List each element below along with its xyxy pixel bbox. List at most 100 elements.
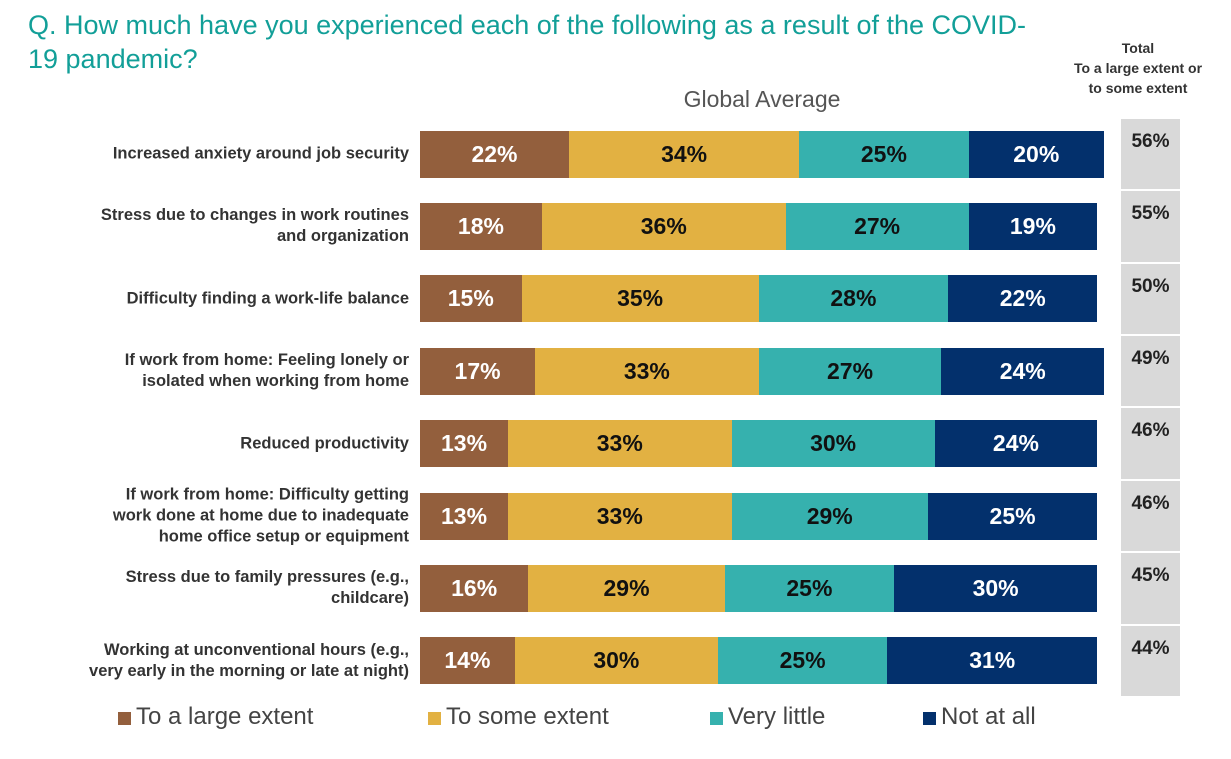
total-label: 55% [1131,203,1170,225]
total-label: 44% [1131,637,1170,659]
bar-segment: 30% [894,564,1098,612]
legend-label: To a large extent [136,703,314,730]
value-label: 14% [444,647,491,674]
value-label: 16% [451,574,498,601]
value-label: 18% [457,212,504,239]
bar-segment: 19% [968,202,1098,250]
legend-swatch [118,712,131,725]
bar-segment: 25% [724,564,895,612]
value-label: 30% [810,430,857,457]
bar-segment: 30% [514,637,718,685]
category-label: If work from home: Feeling lonely or iso… [124,351,409,391]
category-label: Stress due to changes in work routines a… [100,206,409,246]
total-cell: 56% [1121,118,1180,190]
value-label: 30% [593,647,640,674]
category-label: Stress due to family pressures (e.g., ch… [125,568,409,608]
value-label: 13% [440,430,488,457]
value-label: 20% [1013,140,1060,167]
value-label: 28% [830,285,877,312]
value-label: 15% [447,285,494,312]
value-label: 25% [860,140,907,167]
chart-title: Q. How much have you experienced each of… [28,10,1027,74]
value-label: 24% [992,430,1039,457]
bar-segment: 33% [508,492,732,540]
total-label: 50% [1131,275,1170,297]
total-cell: 49% [1121,336,1180,407]
value-label: 24% [999,357,1046,384]
total-cell: 46% [1121,408,1180,479]
total-label: 46% [1131,420,1170,442]
category-label: Increased anxiety around job security [112,144,409,163]
legend-label: Not at all [941,703,1036,730]
bar-segment: 17% [420,347,536,395]
legend-swatch [923,712,936,725]
bar-segment: 16% [420,564,529,612]
total-label: 49% [1131,348,1170,369]
chart-subtitle: Global Average [683,86,841,112]
legend-label: Very little [728,703,826,730]
bar-segment: 31% [887,637,1098,685]
value-label: 36% [640,212,687,239]
bar-segment: 30% [731,420,935,468]
value-label: 25% [779,647,826,674]
bar-segment: 27% [785,202,969,250]
value-label: 30% [972,574,1019,601]
value-label: 31% [969,647,1016,674]
bar-segment: 25% [799,130,969,178]
total-cell: 46% [1121,480,1180,552]
value-label: 34% [661,140,708,167]
legend-swatch [710,712,723,725]
bar-segment: 24% [934,420,1098,468]
value-label: 17% [454,357,501,384]
bar-segment: 29% [528,564,725,612]
bar-segment: 36% [541,202,786,250]
value-label: 29% [806,502,853,529]
value-label: 27% [854,212,901,239]
totals-title: Total To a large extent or to some exten… [1073,40,1203,96]
bar-segment: 13% [420,492,509,540]
bar-segment: 14% [420,637,515,685]
value-label: 19% [1009,212,1056,239]
total-cell: 50% [1121,263,1180,334]
value-label: 35% [617,285,664,312]
bar-segment: 20% [968,130,1104,178]
bar-segment: 25% [717,637,888,685]
value-label: 13% [440,502,488,529]
bar-segment: 18% [420,202,542,250]
bar-segment: 22% [420,130,569,178]
bar-segment: 24% [941,347,1104,395]
total-cell: 45% [1121,553,1180,624]
value-label: 25% [786,574,833,601]
total-cell: 55% [1121,191,1180,262]
bar-segment: 34% [568,130,800,178]
bar-segment: 33% [508,420,732,468]
category-label: Reduced productivity [240,434,409,453]
category-label: Difficulty finding a work-life balance [126,289,409,308]
value-label: 22% [471,140,518,167]
bar-segment: 33% [535,347,759,395]
legend-swatch [428,712,441,725]
bar-segment: 29% [731,492,928,540]
value-label: 33% [623,357,670,384]
bar-segment: 27% [758,347,942,395]
value-label: 33% [596,430,643,457]
value-label: 25% [989,502,1036,529]
value-label: 29% [603,574,650,601]
bar-segment: 15% [420,275,522,323]
bar-segment: 13% [420,420,509,468]
total-label: 56% [1131,130,1170,152]
total-cell: 44% [1121,625,1180,696]
total-label: 45% [1131,565,1170,587]
category-label: Working at unconventional hours (e.g., v… [89,640,409,680]
value-label: 27% [827,357,874,384]
category-label: If work from home: Difficulty getting wo… [112,485,409,546]
bar-segment: 22% [948,275,1098,323]
value-label: 22% [999,285,1046,312]
bar-segment: 25% [927,492,1098,540]
bar-segment: 28% [758,275,949,323]
legend-label: To some extent [446,703,609,730]
total-label: 46% [1131,492,1170,514]
bar-segment: 35% [521,275,759,323]
value-label: 33% [596,502,643,529]
